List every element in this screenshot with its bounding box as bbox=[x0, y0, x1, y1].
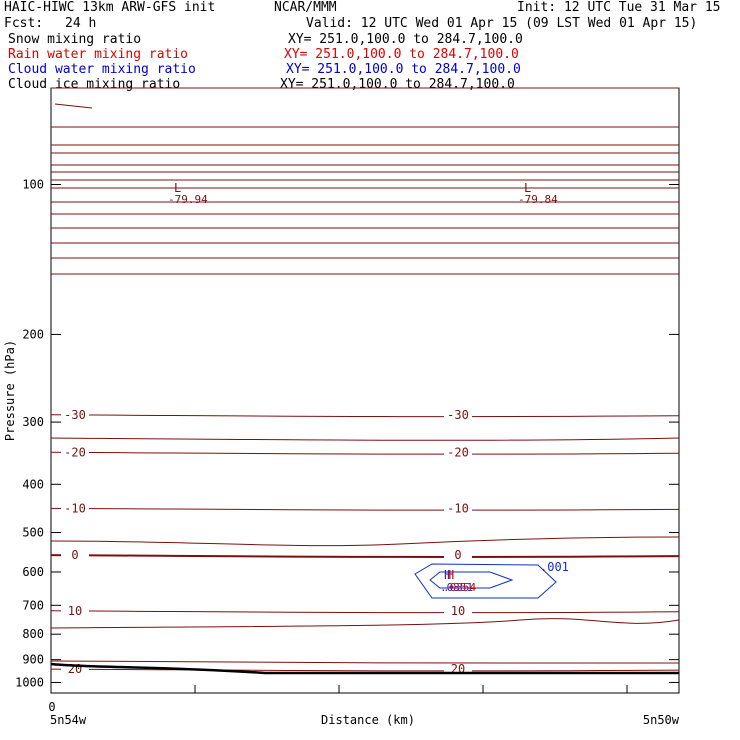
cloud-water-contour-label: .001 bbox=[540, 560, 569, 574]
terrain-surface bbox=[50, 662, 679, 675]
low-marker: L bbox=[524, 181, 531, 195]
y-tick-label: 600 bbox=[22, 565, 44, 579]
header-fcst-label: Fcst: bbox=[4, 16, 44, 31]
isotherm-label-bg bbox=[61, 408, 89, 421]
cloud-water-contour-inner bbox=[429, 571, 514, 589]
isotherm-label: 10 bbox=[451, 604, 465, 618]
isotherm-line bbox=[50, 507, 680, 511]
low-value: -79.94 bbox=[168, 193, 208, 206]
cloud-high-marker: H bbox=[447, 568, 454, 582]
field-name-rain: Rain water mixing ratio bbox=[8, 47, 189, 62]
header-title: HAIC-HIWC 13km ARW-GFS init bbox=[4, 0, 216, 15]
x-left-label: 5n54w bbox=[50, 713, 87, 727]
isotherm-label-bg bbox=[444, 604, 472, 617]
y-axis-label: Pressure (hPa) bbox=[3, 340, 17, 441]
y-tick-label: 200 bbox=[22, 327, 44, 341]
isotherm-fragment bbox=[54, 103, 93, 109]
isotherm-line bbox=[50, 610, 680, 614]
y-tick-label: 100 bbox=[22, 178, 44, 192]
isotherm-line bbox=[50, 660, 680, 664]
isotherm-line bbox=[50, 414, 680, 418]
isotherm-label-bg bbox=[444, 549, 472, 562]
cloud-high-value: .0351 bbox=[440, 581, 473, 594]
y-axis: 1002003004005006007008009001000Pressure … bbox=[3, 178, 679, 689]
isotherm-label-bg bbox=[61, 604, 89, 617]
isotherm-label: -10 bbox=[64, 501, 86, 515]
x-axis-label: Distance (km) bbox=[321, 713, 415, 727]
field-xy-rain: XY= 251.0,100.0 to 284.7,100.0 bbox=[284, 47, 519, 62]
y-tick-label: 1000 bbox=[15, 675, 44, 689]
isotherm-label: -20 bbox=[64, 445, 86, 459]
plot-frame bbox=[50, 87, 680, 694]
isotherm-label-bg bbox=[444, 408, 472, 421]
header-valid: Valid: 12 UTC Wed 01 Apr 15 (09 LST Wed … bbox=[306, 16, 698, 31]
cloud-high-value: .0354 bbox=[443, 581, 476, 594]
x-tick-label: 0 bbox=[48, 700, 55, 714]
field-name-snow: Snow mixing ratio bbox=[8, 32, 142, 47]
isotherm-label: -20 bbox=[447, 445, 469, 459]
isotherm-label-bg bbox=[444, 446, 472, 459]
isotherm-label-bg bbox=[444, 502, 472, 515]
isotherm-label: -30 bbox=[447, 408, 469, 422]
isotherm-label: -30 bbox=[64, 408, 86, 422]
y-tick-label: 400 bbox=[22, 477, 44, 491]
y-tick-label: 500 bbox=[22, 526, 44, 540]
terrain-line bbox=[50, 662, 679, 675]
isotherm-line bbox=[50, 618, 680, 629]
isotherm-line bbox=[50, 536, 680, 547]
isotherm-label: 0 bbox=[71, 548, 78, 562]
field-name-cloud-water: Cloud water mixing ratio bbox=[8, 62, 196, 77]
isotherm-label: 10 bbox=[68, 604, 82, 618]
header-init: Init: 12 UTC Tue 31 Mar 15 bbox=[517, 0, 721, 15]
plot-labels: L-79.94L-79.84 bbox=[168, 181, 558, 206]
low-marker: L bbox=[174, 181, 181, 195]
cloud-high-marker: H bbox=[444, 568, 451, 582]
low-value: -79.84 bbox=[518, 193, 558, 206]
isotherm-line bbox=[50, 668, 680, 672]
isotherm-label: -10 bbox=[447, 501, 469, 515]
field-xy-cloud-water: XY= 251.0,100.0 to 284.7,100.0 bbox=[286, 62, 521, 77]
x-right-label: 5n50w bbox=[643, 713, 680, 727]
isotherm-label-bg bbox=[61, 549, 89, 562]
isotherm-label-bg bbox=[61, 502, 89, 515]
y-tick-label: 300 bbox=[22, 415, 44, 429]
y-tick-label: 900 bbox=[22, 653, 44, 667]
isotherm-line bbox=[50, 554, 680, 558]
y-tick-label: 700 bbox=[22, 598, 44, 612]
header-org: NCAR/MMM bbox=[274, 0, 337, 15]
field-xy-snow: XY= 251.0,100.0 to 284.7,100.0 bbox=[288, 32, 523, 47]
header-fcst-value: 24 h bbox=[65, 16, 97, 31]
cloud-water-contour bbox=[414, 563, 557, 599]
isotherm-line bbox=[50, 437, 680, 441]
isotherm-line bbox=[50, 451, 680, 455]
isotherm-label: 0 bbox=[454, 548, 461, 562]
isotherm-label-bg bbox=[61, 446, 89, 459]
y-tick-label: 800 bbox=[22, 627, 44, 641]
